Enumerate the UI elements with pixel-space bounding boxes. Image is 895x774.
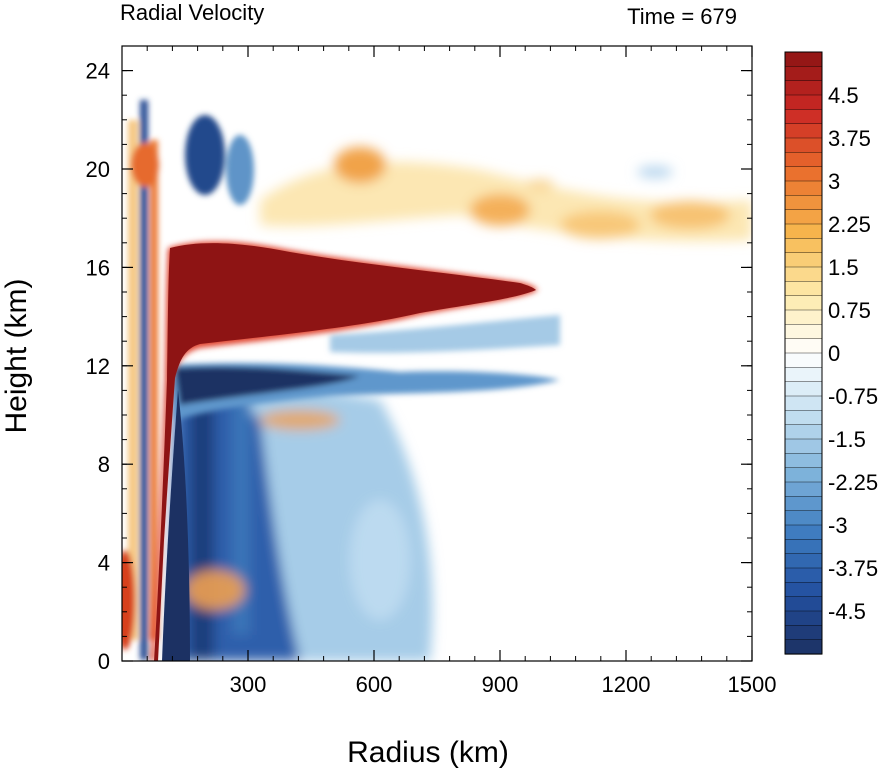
plot-frame — [121, 45, 753, 662]
colorbar-label: 3 — [828, 169, 840, 194]
near-surface-inflow — [162, 390, 190, 661]
colorbar-swatch — [784, 496, 823, 512]
colorbar-swatch — [784, 424, 823, 440]
colorbar-label: 2.25 — [828, 212, 871, 237]
colorbar-label: -3 — [828, 513, 848, 538]
colorbar-swatch — [784, 80, 823, 96]
colorbar-swatch — [784, 252, 823, 268]
colorbar-swatch — [784, 338, 823, 354]
colorbar-swatch — [784, 51, 823, 67]
colorbar-swatch — [784, 410, 823, 426]
x-tick-label: 1200 — [602, 672, 651, 697]
colorbar-swatch — [784, 109, 823, 125]
y-tick-label: 4 — [98, 551, 110, 576]
colorbar-swatch — [784, 467, 823, 483]
colorbar-swatch — [784, 395, 823, 411]
colorbar-swatch — [784, 195, 823, 211]
colorbar-swatch — [784, 367, 823, 383]
y-tick-label: 0 — [98, 649, 110, 674]
y-axis: 0 4 8 12 16 20 24 — [86, 59, 752, 674]
colorbar-swatch — [784, 137, 823, 153]
colorbar-swatch — [784, 309, 823, 325]
colorbar: 4.5 3.75 3 2.25 1.5 0.75 0 -0.75 -1.5 -2.25 -3 -3.7… — [784, 51, 878, 655]
colorbar-swatch — [784, 352, 823, 368]
colorbar-label: -1.5 — [828, 427, 866, 452]
y-tick-label: 16 — [86, 255, 110, 280]
colorbar-swatch — [784, 152, 823, 168]
colorbar-swatch — [784, 567, 823, 583]
colorbar-swatch — [784, 539, 823, 555]
colorbar-swatch — [784, 625, 823, 641]
colorbar-swatch — [784, 281, 823, 297]
colorbar-swatch — [784, 66, 823, 82]
colorbar-label: -2.25 — [828, 470, 878, 495]
colorbar-swatch — [784, 381, 823, 397]
colorbar-swatch — [784, 166, 823, 182]
colorbar-swatch — [784, 596, 823, 612]
x-tick-label: 1500 — [728, 672, 777, 697]
outflow-jet — [150, 241, 538, 661]
colorbar-swatch — [784, 610, 823, 626]
chart-title: Radial Velocity — [120, 0, 264, 25]
colorbar-label: -3.75 — [828, 556, 878, 581]
colorbar-label: 0.75 — [828, 298, 871, 323]
x-tick-label: 900 — [482, 672, 519, 697]
colorbar-label: 1.5 — [828, 255, 859, 280]
colorbar-swatch — [784, 180, 823, 196]
y-axis-label: Height (km) — [0, 278, 33, 433]
inflow-layer — [170, 315, 560, 420]
x-tick-label: 600 — [356, 672, 393, 697]
x-tick-label: 300 — [230, 672, 267, 697]
colorbar-swatch — [784, 481, 823, 497]
colorbar-swatch — [784, 582, 823, 598]
y-tick-label: 8 — [98, 452, 110, 477]
y-tick-label: 12 — [86, 354, 110, 379]
colorbar-frame — [784, 51, 823, 655]
colorbar-swatch — [784, 553, 823, 569]
colorbar-swatch — [784, 324, 823, 340]
colorbar-swatch — [784, 266, 823, 282]
y-tick-label: 24 — [86, 59, 110, 84]
low-level-inflow — [170, 370, 433, 661]
colorbar-swatch — [784, 94, 823, 110]
x-axis-label: Radius (km) — [347, 736, 509, 769]
colorbar-swatch — [784, 639, 823, 655]
colorbar-label: -4.5 — [828, 599, 866, 624]
eyewall-streaks — [122, 100, 254, 660]
colorbar-label: 0 — [828, 341, 840, 366]
colorbar-swatch — [784, 438, 823, 454]
colorbar-swatch — [784, 123, 823, 139]
colorbar-swatch — [784, 524, 823, 540]
colorbar-label: 4.5 — [828, 83, 859, 108]
colorbar-swatch — [784, 223, 823, 239]
colorbar-swatch — [784, 238, 823, 254]
upper-outflow-band — [260, 147, 752, 242]
velocity-field — [122, 100, 752, 661]
colorbar-swatch — [784, 209, 823, 225]
colorbar-swatch — [784, 510, 823, 526]
colorbar-swatch — [784, 453, 823, 469]
x-axis: 300 600 900 1200 1500 — [146, 46, 777, 697]
time-label: Time = 679 — [627, 4, 737, 29]
y-tick-label: 20 — [86, 157, 110, 182]
colorbar-label: -0.75 — [828, 384, 878, 409]
colorbar-swatch — [784, 295, 823, 311]
colorbar-label: 3.75 — [828, 126, 871, 151]
